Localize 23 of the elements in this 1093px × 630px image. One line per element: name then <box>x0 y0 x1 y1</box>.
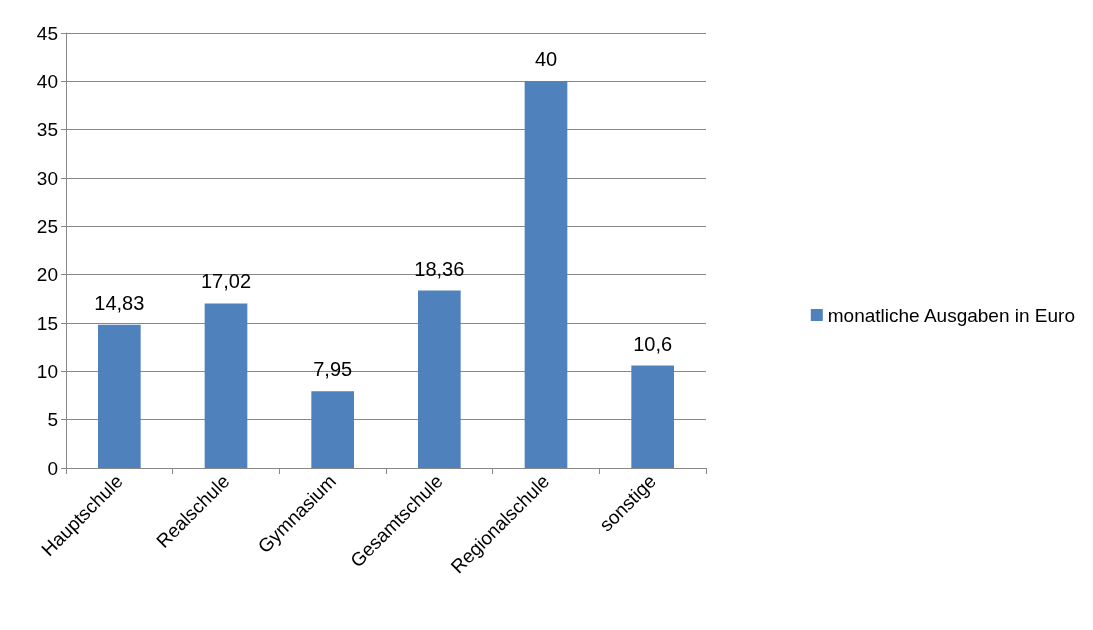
data-label: 10,6 <box>633 332 673 355</box>
y-tick-label: 5 <box>47 409 58 431</box>
data-label: 18,36 <box>414 257 465 280</box>
bar <box>204 303 248 468</box>
y-tick-label: 15 <box>36 312 58 334</box>
bar <box>631 365 674 468</box>
y-tick-label: 25 <box>36 215 58 237</box>
y-tick-label: 45 <box>36 22 58 44</box>
y-tick-label: 30 <box>36 167 58 189</box>
legend-label: monatliche Ausgaben in Euro <box>827 304 1075 326</box>
data-label: 17,02 <box>200 270 252 293</box>
y-tick-label: 0 <box>47 457 58 479</box>
bar <box>98 324 141 468</box>
data-label: 14,83 <box>94 291 145 314</box>
y-tick-label: 35 <box>36 119 58 141</box>
bar <box>418 290 461 468</box>
y-tick-label: 10 <box>36 360 58 382</box>
bar <box>311 391 354 468</box>
data-label: 7,95 <box>313 358 353 381</box>
bar <box>524 81 568 468</box>
y-tick-label: 40 <box>36 70 58 92</box>
y-tick-label: 20 <box>36 264 58 286</box>
data-label: 40 <box>534 48 558 71</box>
